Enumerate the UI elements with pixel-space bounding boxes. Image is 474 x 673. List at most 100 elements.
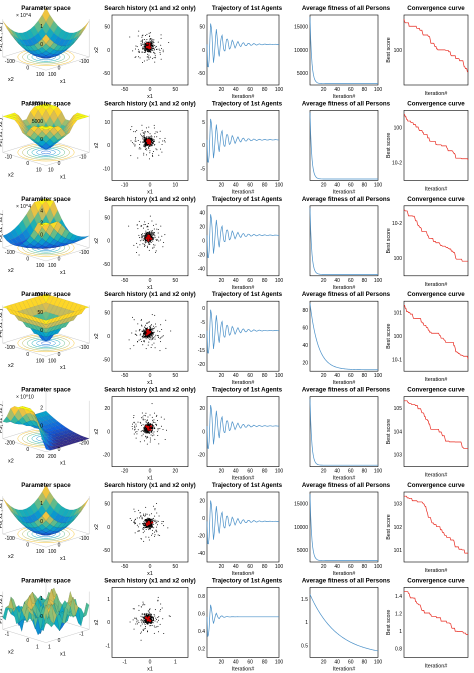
scatter-point xyxy=(151,520,153,522)
scatter-point xyxy=(151,231,153,233)
scatter-point xyxy=(143,139,145,141)
average-xtick: 60 xyxy=(348,373,354,379)
trajectory-xtick: 40 xyxy=(233,469,239,475)
scatter-point xyxy=(150,40,152,42)
scatter-point xyxy=(152,138,154,140)
scatter-point xyxy=(152,337,154,339)
scatter-point xyxy=(134,56,136,58)
convergence-ylabel: Best score xyxy=(386,228,392,253)
scatter-point xyxy=(150,51,152,53)
scatter-point xyxy=(155,415,157,417)
scatter-point xyxy=(150,325,152,327)
scatter-point xyxy=(144,51,146,53)
scatter-point xyxy=(144,419,146,421)
scatter-point xyxy=(150,232,152,234)
scatter-point xyxy=(149,40,151,42)
trajectory-xtick: 80 xyxy=(262,659,268,665)
scatter-point xyxy=(144,425,146,427)
scatter-point xyxy=(153,419,155,421)
scatter-ytick: 0 xyxy=(107,143,110,149)
scatter-point xyxy=(143,628,145,630)
scatter-point xyxy=(140,538,142,540)
scatter-ylabel: x2 xyxy=(94,47,100,53)
scatter-point xyxy=(147,432,149,434)
trajectory-plot-3: 40 20 0 -20 -40 20 40 60 80 100 Iteration# xyxy=(198,205,283,291)
scatter-point xyxy=(135,45,137,47)
scatter-point xyxy=(146,336,148,338)
scatter-point xyxy=(139,441,141,443)
convergence-frame xyxy=(403,491,469,563)
average-xtick: 20 xyxy=(321,659,327,665)
convergence-ytick: 10-2 xyxy=(392,221,402,227)
scatter-point xyxy=(133,143,135,145)
average-xtick: 100 xyxy=(374,373,383,379)
scatter-point xyxy=(147,622,149,624)
scatter-point xyxy=(152,247,154,249)
scatter-point xyxy=(131,332,133,334)
surface-xlabel: x1 xyxy=(60,365,66,371)
trajectory-xtick: 40 xyxy=(233,373,239,379)
scatter-point xyxy=(142,629,144,631)
scatter-point xyxy=(150,339,152,341)
scatter-xtick: 10 xyxy=(173,182,179,188)
scatter-point xyxy=(152,425,154,427)
scatter-point xyxy=(160,148,162,150)
scatter-point xyxy=(159,49,161,51)
scatter-point xyxy=(149,527,151,529)
average-4-title: Average fitness of all Persons xyxy=(302,291,391,298)
trajectory-3-title: Trajectory of 1st Agents xyxy=(212,196,283,203)
scatter-point xyxy=(144,524,146,526)
scatter-frame xyxy=(111,110,189,181)
surface-contour xyxy=(26,337,66,350)
surface-floor xyxy=(2,138,90,166)
surface-ztick: 1 xyxy=(40,24,43,30)
scatter-point xyxy=(143,60,145,62)
surface-xtick: 0 xyxy=(26,256,29,262)
scatter-point xyxy=(144,143,146,145)
scatter-point xyxy=(154,237,156,239)
scatter-point xyxy=(146,225,148,227)
surface-zlabel: F2( x1 , x2 ) xyxy=(0,118,4,147)
scatter-point xyxy=(143,239,145,241)
scatter-point xyxy=(149,231,151,233)
scatter-point xyxy=(168,615,170,617)
scatter-point xyxy=(140,431,142,433)
convergence-xlabel: Iteration# xyxy=(425,91,447,97)
average-ytick: 80 xyxy=(302,308,308,314)
average-xtick: 40 xyxy=(334,469,340,475)
scatter-point xyxy=(159,338,161,340)
scatter-point xyxy=(163,418,165,420)
scatter-point xyxy=(156,512,158,514)
scatter-ylabel: x2 xyxy=(94,333,100,339)
average-plot-5: 20 40 60 80 100 Iteration# xyxy=(309,396,382,482)
scatter-xlabel: x1 xyxy=(147,571,153,577)
scatter-point xyxy=(137,35,139,37)
surface-ytick: 0 xyxy=(58,352,61,358)
scatter-point xyxy=(143,144,145,146)
surface-xtick: 200 xyxy=(48,454,57,460)
trajectory-xlabel: Iteration# xyxy=(232,476,254,482)
scatter-point xyxy=(165,319,167,321)
scatter-point xyxy=(151,424,153,426)
scatter-point xyxy=(134,617,136,619)
scatter-point xyxy=(157,619,159,621)
scatter-point xyxy=(157,429,159,431)
scatter-point xyxy=(144,235,146,237)
scatter-point xyxy=(142,527,144,529)
convergence-ytick: 103 xyxy=(394,453,403,459)
scatter-point xyxy=(143,329,145,331)
scatter-point xyxy=(138,234,140,236)
surface-xtick: 1 xyxy=(48,645,51,651)
scatter-point xyxy=(133,433,135,435)
average-xlabel: Iteration# xyxy=(333,189,355,195)
scatter-point xyxy=(152,419,154,421)
scatter-point xyxy=(153,51,155,53)
scatter-point xyxy=(149,437,151,439)
scatter-point xyxy=(152,44,154,46)
scatter-point xyxy=(149,48,151,50)
scatter-point xyxy=(152,41,154,43)
scatter-point xyxy=(170,330,172,332)
scatter-point xyxy=(145,429,147,431)
surface-contour xyxy=(17,48,75,66)
scatter-ylabel: x2 xyxy=(94,620,100,626)
